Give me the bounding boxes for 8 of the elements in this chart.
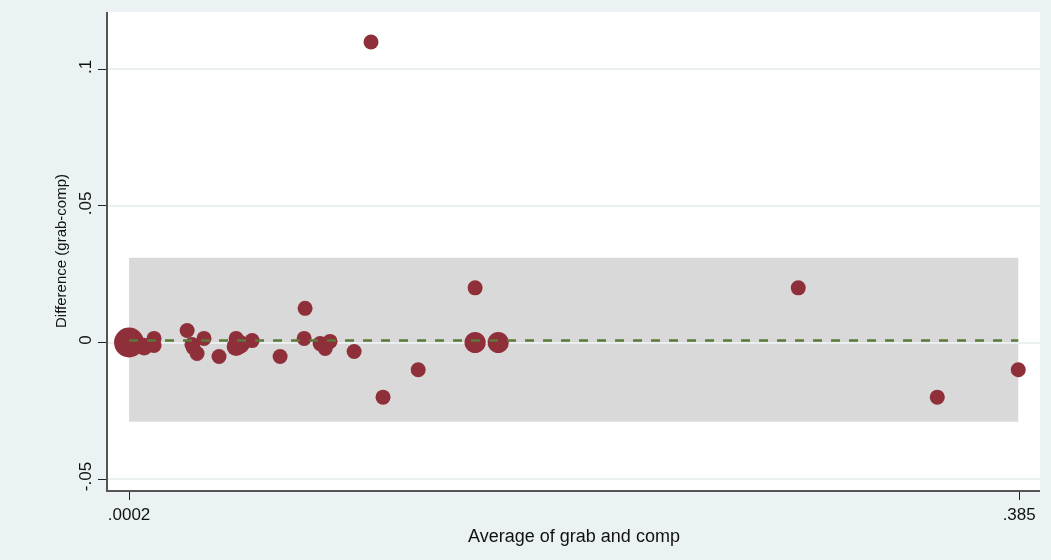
- y-tick-label: .1: [76, 59, 96, 74]
- x-tick-label: .0002: [107, 505, 151, 525]
- y-tick-label: 0: [76, 335, 96, 345]
- x-tick-label: .385: [1002, 505, 1036, 525]
- y-axis-title: Difference (grab-comp): [51, 174, 69, 328]
- y-tick-label: .05: [76, 191, 96, 216]
- x-axis-title: Average of grab and comp: [468, 526, 680, 546]
- y-tick-label: -.05: [76, 461, 96, 492]
